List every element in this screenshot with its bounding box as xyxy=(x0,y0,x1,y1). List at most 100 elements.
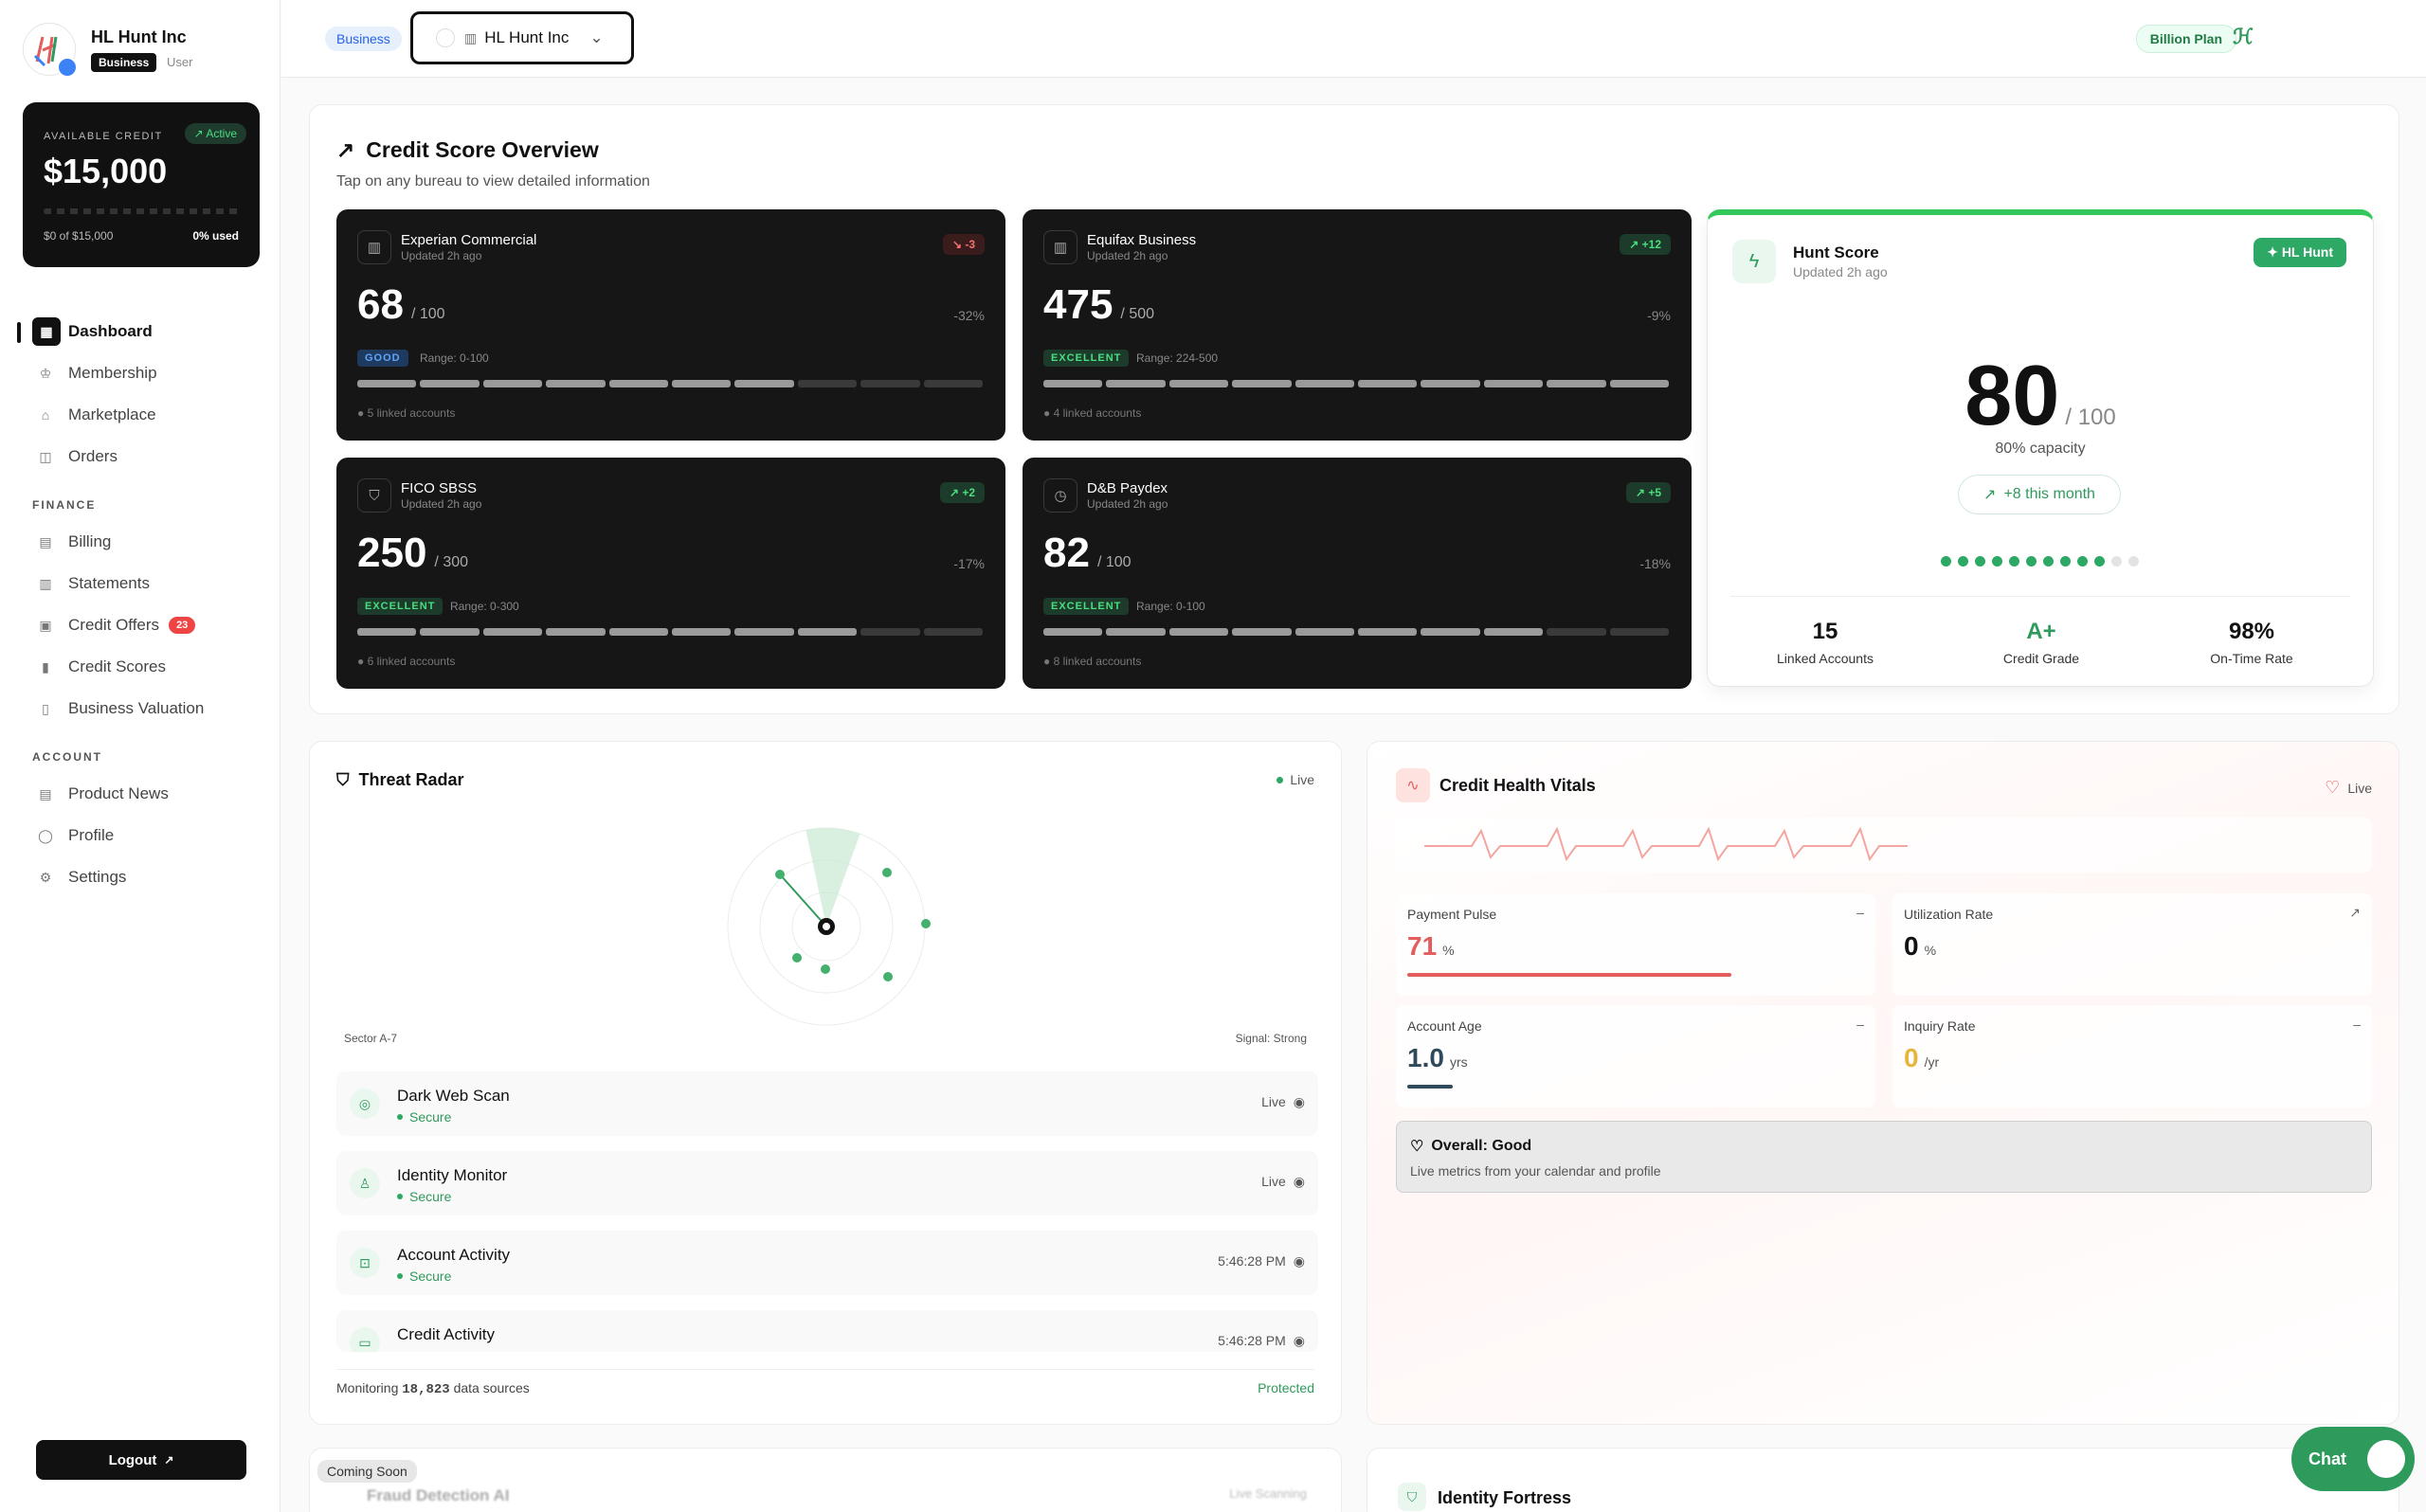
row-right: 5:46:28 PM ◉ xyxy=(1218,1333,1305,1348)
building-icon: ▯ xyxy=(42,700,49,716)
nav-billing[interactable]: ▤ Billing xyxy=(23,521,260,563)
bureau-card[interactable]: ▥ Experian Commercial Updated 2h ago ↘ -3 68… xyxy=(336,209,1005,441)
bureau-pct: -17% xyxy=(953,556,985,571)
bureau-score: 68/ 100 xyxy=(357,281,445,328)
eye-icon: ◉ xyxy=(1293,1174,1305,1189)
threat-row-account-activity[interactable]: ⊡ Account Activity Secure 5:46:28 PM ◉ xyxy=(336,1231,1318,1295)
metric-label: Inquiry Rate xyxy=(1904,1018,1976,1034)
progress-dot xyxy=(2009,556,2019,567)
threat-row-identity[interactable]: ♙ Identity Monitor Secure Live ◉ xyxy=(336,1151,1318,1215)
type-badge: Business xyxy=(91,53,157,72)
store-icon: ⌂ xyxy=(41,407,50,423)
score-bar xyxy=(1043,380,1670,387)
user-role: User xyxy=(167,55,193,69)
progress-dot xyxy=(2077,556,2088,567)
signal-label: Signal: Strong xyxy=(1235,1032,1307,1045)
nav-settings[interactable]: ⚙ Settings xyxy=(23,856,260,898)
business-chip: Business xyxy=(325,27,402,51)
linked-accounts: ● 5 linked accounts xyxy=(357,406,456,420)
metric-trend: – xyxy=(2353,1017,2361,1032)
stat-linked-accounts: 15 Linked Accounts xyxy=(1777,619,1874,666)
threat-row-dark-web[interactable]: ◎ Dark Web Scan Secure Live ◉ xyxy=(336,1071,1318,1136)
overall-subtitle: Live metrics from your calendar and prof… xyxy=(1410,1163,1661,1179)
stat-on-time-rate: 98% On-Time Rate xyxy=(2210,619,2293,666)
overall-status: ♡ Overall: Good Live metrics from your ca… xyxy=(1396,1121,2372,1193)
divider xyxy=(1730,596,2350,597)
brand[interactable]: HL Hunt Inc Business User xyxy=(23,23,250,80)
hunt-updated: Updated 2h ago xyxy=(1793,264,1888,279)
ecg-graphic xyxy=(1396,818,2372,873)
threat-row-credit-activity[interactable]: ▭ Credit Activity 5:46:28 PM ◉ xyxy=(336,1310,1318,1352)
fraud-title: Fraud Detection AI xyxy=(367,1486,510,1504)
brand-mark-icon[interactable]: ℋ xyxy=(2233,25,2254,48)
score-bar xyxy=(357,380,984,387)
coming-soon-badge: Coming Soon xyxy=(317,1460,417,1483)
newspaper-icon: ▤ xyxy=(39,785,52,801)
plan-badge[interactable]: Billion Plan xyxy=(2135,25,2236,53)
tier-badge: EXCELLENT xyxy=(357,598,444,615)
dashboard-icon: ▦ xyxy=(32,317,61,346)
score-bar xyxy=(1043,628,1670,636)
metric-trend: – xyxy=(1856,905,1864,920)
nav-business-valuation[interactable]: ▯ Business Valuation xyxy=(23,688,260,729)
bureau-card[interactable]: ⛉ FICO SBSS Updated 2h ago ↗ +2 250/ 300 -17%… xyxy=(336,458,1005,689)
company-logo xyxy=(23,23,76,76)
divider xyxy=(336,1369,1314,1370)
nav-marketplace[interactable]: ⌂ Marketplace xyxy=(23,394,260,436)
row-status: Secure xyxy=(397,1269,451,1284)
gear-icon: ⚙ xyxy=(39,869,52,885)
radar-graphic xyxy=(727,827,931,1026)
metric-payment-pulse: Payment Pulse – 71% xyxy=(1396,893,1875,996)
finance-label: FINANCE xyxy=(32,498,97,512)
identity-fortress-panel: ⛉ Identity Fortress xyxy=(1367,1448,2399,1512)
bureau-range: Range: 0-100 xyxy=(420,351,489,365)
tier-badge: EXCELLENT xyxy=(1043,350,1130,367)
main-nav: ▦ Dashboard ♔ Membership ⌂ Marketplace ◫ Ord… xyxy=(17,311,260,898)
stat-credit-grade: A+ Credit Grade xyxy=(2002,619,2080,666)
bar-chart-icon: ▮ xyxy=(42,658,49,675)
chat-button[interactable]: Chat xyxy=(2291,1427,2415,1491)
box-icon: ◫ xyxy=(39,448,52,464)
nav-membership[interactable]: ♔ Membership xyxy=(23,352,260,394)
nav-dashboard[interactable]: ▦ Dashboard xyxy=(17,311,260,352)
hunt-progress-dots xyxy=(1941,556,2139,567)
metric-bar xyxy=(1407,1085,1453,1089)
credit-card[interactable]: AVAILABLE CREDIT ↗ Active $15,000 $0 of … xyxy=(23,102,260,267)
threat-title: ⛉ Threat Radar xyxy=(336,770,464,789)
credit-sub: $0 of $15,000 xyxy=(44,229,114,243)
row-name: Account Activity xyxy=(397,1246,511,1264)
trend-down-icon: ↘ xyxy=(951,238,966,251)
credit-used: 0% used xyxy=(192,229,239,243)
bureau-score: 475/ 500 xyxy=(1043,281,1155,328)
hunt-score-card[interactable]: ϟ Hunt Score Updated 2h ago ✦ HL Hunt 80… xyxy=(1707,209,2374,687)
hl-hunt-chip[interactable]: ✦ HL Hunt xyxy=(2254,238,2346,267)
logout-button[interactable]: Logout ↗ xyxy=(36,1440,246,1480)
account-selector[interactable]: ▥ HL Hunt Inc ⌄ xyxy=(410,11,634,64)
bureau-card[interactable]: ▥ Equifax Business Updated 2h ago ↗ +12 475/… xyxy=(1023,209,1692,441)
nav-orders[interactable]: ◫ Orders xyxy=(23,436,260,477)
nav-product-news[interactable]: ▤ Product News xyxy=(23,773,260,815)
row-right: 5:46:28 PM ◉ xyxy=(1218,1253,1305,1269)
trend-up-icon: ↗ xyxy=(1635,486,1649,499)
nav-credit-offers[interactable]: ▣ Credit Offers 23 xyxy=(23,604,260,646)
score-bar xyxy=(357,628,984,636)
bureau-updated: Updated 2h ago xyxy=(401,497,482,511)
overview-title: ↗ Credit Score Overview xyxy=(336,137,599,162)
credit-label: AVAILABLE CREDIT xyxy=(44,131,163,142)
globe-icon: ◎ xyxy=(350,1089,380,1119)
bureau-card[interactable]: ◷ D&B Paydex Updated 2h ago ↗ +5 82/ 100 -18%… xyxy=(1023,458,1692,689)
nav-credit-scores[interactable]: ▮ Credit Scores xyxy=(23,646,260,688)
chevron-down-icon: ⌄ xyxy=(589,28,604,46)
fortress-title: Identity Fortress xyxy=(1438,1488,1572,1507)
bureau-range: Range: 0-100 xyxy=(1136,600,1205,613)
trend-chip: ↘ -3 xyxy=(942,234,985,255)
nav-profile[interactable]: ◯ Profile xyxy=(23,815,260,856)
nav-statements[interactable]: ▥ Statements xyxy=(23,563,260,604)
trend-badge-icon xyxy=(57,57,78,78)
account-label: ACCOUNT xyxy=(32,750,102,764)
monthly-change: ↗ +8 this month xyxy=(1958,475,2121,514)
trend-chip: ↗ +12 xyxy=(1620,234,1671,255)
metric-label: Payment Pulse xyxy=(1407,907,1497,922)
tier-badge: GOOD xyxy=(357,350,408,367)
sparkle-icon: ✦ xyxy=(2267,244,2282,260)
